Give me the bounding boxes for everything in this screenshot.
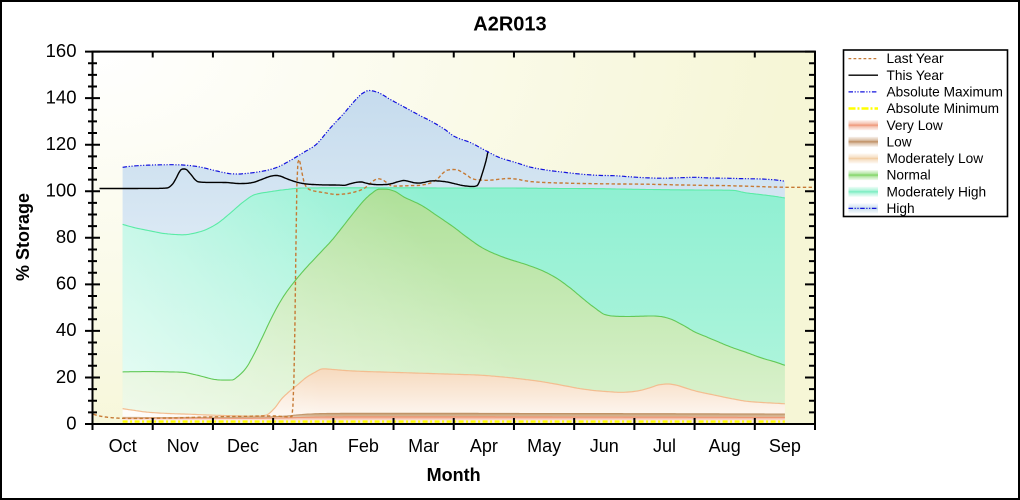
svg-text:Feb: Feb (348, 436, 379, 456)
svg-text:This Year: This Year (887, 68, 945, 83)
svg-text:High: High (887, 201, 915, 216)
svg-text:Jul: Jul (653, 436, 676, 456)
svg-text:Very Low: Very Low (887, 118, 943, 133)
svg-text:Dec: Dec (227, 436, 259, 456)
svg-text:Apr: Apr (470, 436, 498, 456)
svg-text:Jan: Jan (289, 436, 318, 456)
svg-text:Moderately High: Moderately High (887, 184, 987, 199)
svg-text:% Storage: % Storage (13, 193, 33, 281)
svg-text:Low: Low (887, 134, 912, 149)
svg-text:100: 100 (46, 180, 77, 201)
svg-text:Absolute Maximum: Absolute Maximum (887, 85, 1003, 100)
svg-text:60: 60 (56, 273, 77, 294)
svg-text:Oct: Oct (109, 436, 137, 456)
svg-text:120: 120 (46, 133, 77, 154)
svg-text:Last Year: Last Year (887, 51, 945, 66)
svg-text:140: 140 (46, 87, 77, 108)
svg-text:80: 80 (56, 226, 77, 247)
svg-text:Aug: Aug (709, 436, 741, 456)
svg-text:160: 160 (46, 40, 77, 61)
svg-text:Nov: Nov (167, 436, 199, 456)
svg-text:Jun: Jun (590, 436, 619, 456)
svg-text:40: 40 (56, 319, 77, 340)
svg-text:Mar: Mar (408, 436, 439, 456)
svg-text:A2R013: A2R013 (473, 14, 546, 36)
svg-text:Sep: Sep (769, 436, 801, 456)
svg-text:20: 20 (56, 366, 77, 387)
svg-text:Absolute Minimum: Absolute Minimum (887, 101, 1000, 116)
svg-text:May: May (527, 436, 561, 456)
svg-text:Month: Month (427, 465, 481, 485)
svg-text:0: 0 (66, 412, 76, 433)
svg-text:Moderately Low: Moderately Low (887, 151, 984, 166)
svg-text:Normal: Normal (887, 168, 931, 183)
